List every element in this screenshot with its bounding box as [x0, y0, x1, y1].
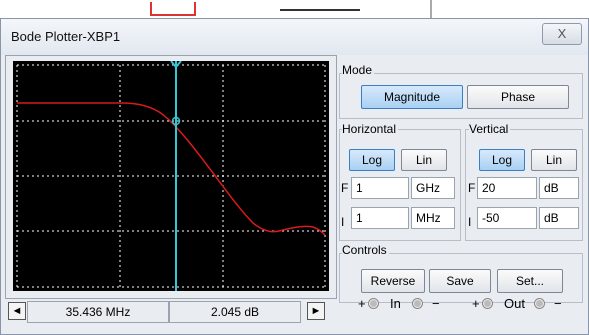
cursor-left-button[interactable]: ◄	[8, 302, 26, 320]
bode-plot-area[interactable]	[13, 61, 329, 291]
right-arrow-icon: ►	[310, 305, 322, 317]
save-button[interactable]: Save	[429, 269, 491, 293]
in-label: In	[390, 296, 401, 311]
vertical-log-button[interactable]: Log	[479, 149, 525, 171]
schematic-wire	[280, 9, 360, 11]
vertical-lin-button[interactable]: Lin	[531, 149, 577, 171]
out-plus-label: +	[472, 296, 480, 311]
in-minus-terminal-icon[interactable]	[412, 298, 423, 309]
vertical-initial-input[interactable]: -50	[477, 207, 537, 229]
horizontal-final-unit[interactable]: GHz	[411, 177, 455, 199]
vertical-final-unit[interactable]: dB	[539, 177, 579, 199]
in-plus-label: +	[358, 296, 366, 311]
reverse-button[interactable]: Reverse	[361, 269, 425, 293]
vertical-label: Vertical	[469, 122, 511, 136]
bode-plot-svg	[16, 61, 326, 291]
schematic-background	[0, 0, 589, 20]
frequency-readout: 35.436 MHz	[27, 301, 169, 323]
out-plus-terminal-icon[interactable]	[482, 298, 493, 309]
mode-label: Mode	[342, 63, 375, 77]
out-label: Out	[504, 296, 525, 311]
vertical-initial-letter: I	[468, 215, 472, 229]
cursor-marker-icon	[171, 116, 181, 126]
vertical-initial-unit[interactable]: dB	[539, 207, 579, 229]
cursor-arrow-icon	[170, 61, 182, 69]
horizontal-label: Horizontal	[342, 122, 399, 136]
out-minus-terminal-icon[interactable]	[534, 298, 545, 309]
horizontal-log-button[interactable]: Log	[349, 149, 395, 171]
cursor-right-button[interactable]: ►	[307, 302, 325, 320]
plot-grid	[16, 64, 326, 288]
window-title: Bode Plotter-XBP1	[11, 29, 121, 44]
horizontal-lin-button[interactable]: Lin	[401, 149, 447, 171]
bode-plotter-window: Bode Plotter-XBP1 X	[0, 18, 589, 335]
horizontal-initial-input[interactable]: 1	[351, 207, 409, 229]
close-icon: X	[557, 26, 567, 41]
in-minus-label: −	[432, 296, 440, 311]
vertical-group	[465, 129, 583, 241]
controls-label: Controls	[342, 243, 389, 257]
left-arrow-icon: ◄	[11, 305, 23, 317]
mode-group	[339, 73, 583, 119]
controls-group	[339, 253, 583, 303]
horizontal-initial-letter: I	[341, 215, 345, 229]
horizontal-final-input[interactable]: 1	[351, 177, 409, 199]
out-minus-label: −	[554, 296, 562, 311]
vertical-final-input[interactable]: 20	[477, 177, 537, 199]
horizontal-group	[339, 129, 461, 241]
in-plus-terminal-icon[interactable]	[368, 298, 379, 309]
magnitude-button[interactable]: Magnitude	[361, 85, 463, 109]
vertical-final-letter: F	[468, 181, 476, 195]
phase-button[interactable]: Phase	[467, 85, 569, 109]
schematic-wire	[430, 0, 432, 18]
magnitude-curve	[17, 102, 326, 236]
title-bar[interactable]: Bode Plotter-XBP1 X	[1, 19, 588, 55]
schematic-component	[150, 2, 196, 16]
close-button[interactable]: X	[542, 23, 582, 45]
terminals-bar: + In − + Out −	[340, 296, 580, 312]
horizontal-final-letter: F	[341, 181, 349, 195]
horizontal-initial-unit[interactable]: MHz	[411, 207, 455, 229]
plot-frame	[5, 55, 337, 299]
gain-readout: 2.045 dB	[169, 301, 301, 323]
cursor-readout: ◄ 35.436 MHz 2.045 dB ►	[5, 301, 329, 325]
plot-cursor[interactable]	[170, 61, 182, 291]
set-button[interactable]: Set...	[497, 269, 563, 293]
